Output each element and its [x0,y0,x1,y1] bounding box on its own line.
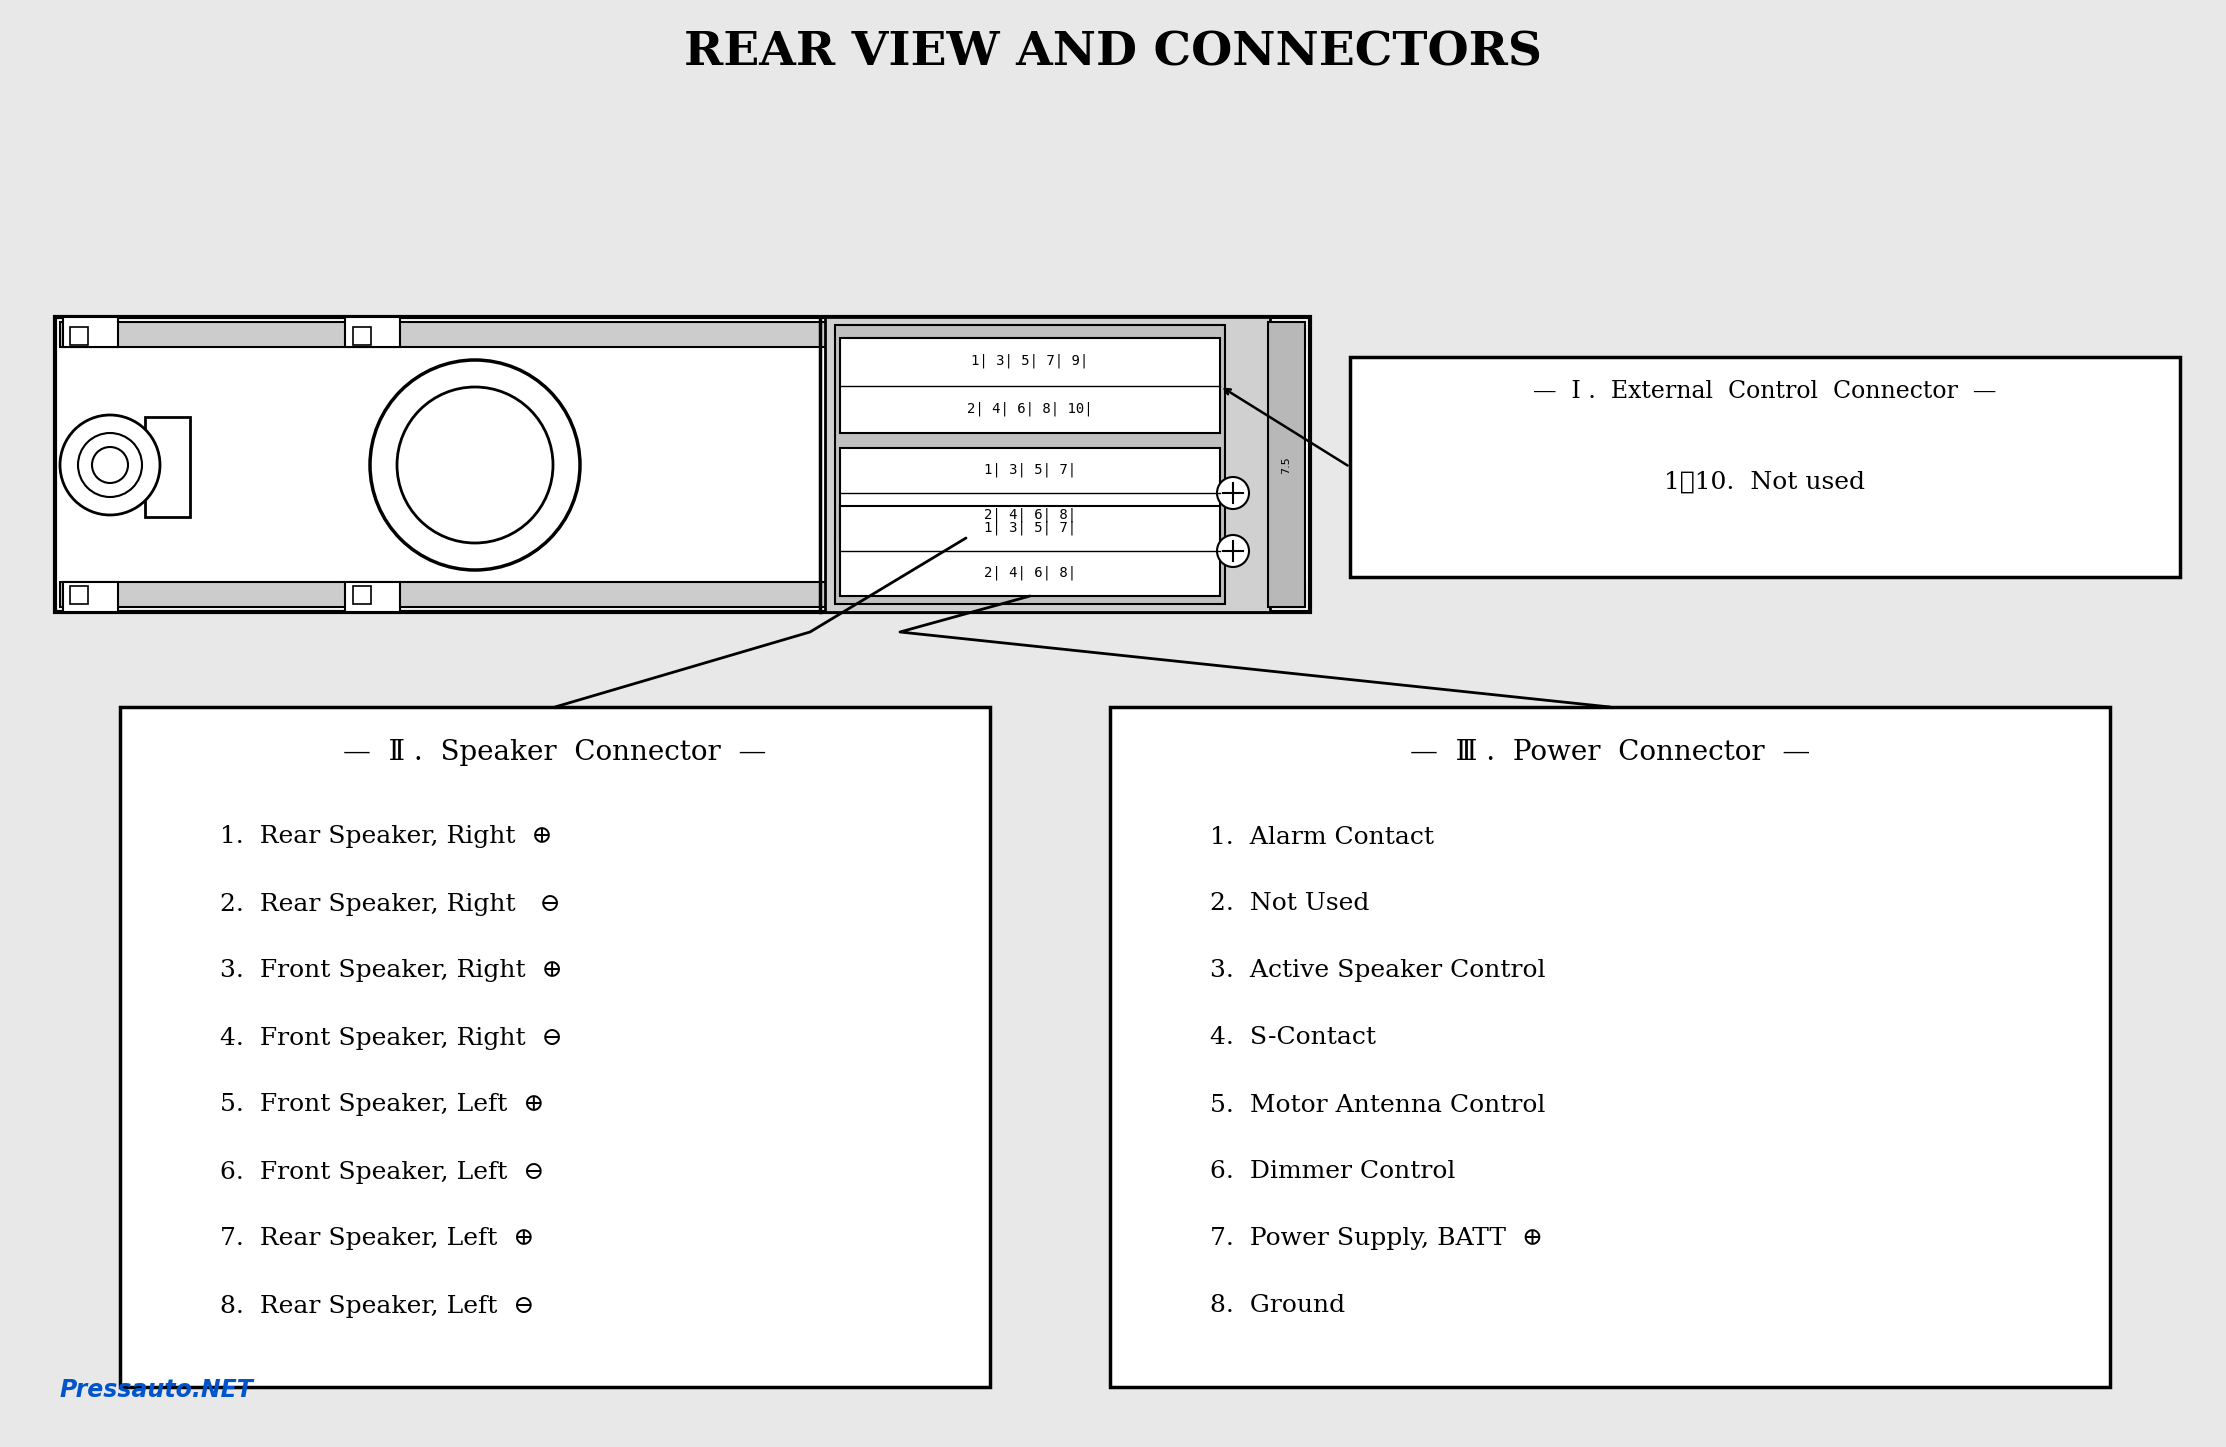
Text: 7.5: 7.5 [1280,456,1291,473]
Text: 3.  Active Speaker Control: 3. Active Speaker Control [1211,959,1545,983]
Circle shape [78,433,142,496]
Circle shape [1218,478,1249,509]
Bar [354,586,372,603]
Bar [835,326,1224,603]
Bar [839,449,1220,538]
Bar [56,317,1309,612]
Bar [1349,357,2179,577]
Circle shape [370,360,581,570]
Bar [839,339,1220,433]
Circle shape [91,447,129,483]
Text: 2| 4| 6| 8|: 2| 4| 6| 8| [984,508,1075,522]
Text: 2.  Rear Speaker, Right   ⊖: 2. Rear Speaker, Right ⊖ [220,893,561,916]
Text: 4.  S-Contact: 4. S-Contact [1211,1026,1376,1049]
Circle shape [1218,535,1249,567]
Text: 2| 4| 6| 8|: 2| 4| 6| 8| [984,566,1075,580]
Bar [60,323,1304,347]
Text: 1～10.  Not used: 1～10. Not used [1665,470,1865,493]
Text: 7.  Power Supply, BATT  ⊕: 7. Power Supply, BATT ⊕ [1211,1227,1543,1250]
Text: 1.  Alarm Contact: 1. Alarm Contact [1211,825,1434,848]
Text: 5.  Front Speaker, Left  ⊕: 5. Front Speaker, Left ⊕ [220,1094,545,1117]
Bar [826,317,1271,612]
Text: 8.  Ground: 8. Ground [1211,1295,1345,1318]
Text: 8.  Rear Speaker, Left  ⊖: 8. Rear Speaker, Left ⊖ [220,1295,534,1318]
Text: 4.  Front Speaker, Right  ⊖: 4. Front Speaker, Right ⊖ [220,1026,563,1049]
Text: 2.  Not Used: 2. Not Used [1211,893,1369,916]
Text: REAR VIEW AND CONNECTORS: REAR VIEW AND CONNECTORS [683,30,1543,77]
Text: 6.  Front Speaker, Left  ⊖: 6. Front Speaker, Left ⊖ [220,1160,545,1184]
Text: 1.  Rear Speaker, Right  ⊕: 1. Rear Speaker, Right ⊕ [220,825,552,848]
Text: 1| 3| 5| 7| 9|: 1| 3| 5| 7| 9| [971,353,1089,368]
Bar [145,417,189,517]
Bar [1111,708,2110,1388]
Text: Pressauto.NET: Pressauto.NET [60,1378,254,1402]
Text: 3.  Front Speaker, Right  ⊕: 3. Front Speaker, Right ⊕ [220,959,563,983]
Text: 2| 4| 6| 8| 10|: 2| 4| 6| 8| 10| [966,401,1093,415]
Text: 6.  Dimmer Control: 6. Dimmer Control [1211,1160,1456,1184]
Bar [1269,323,1304,606]
Bar [345,582,401,612]
Text: —  I .  External  Control  Connector  —: — I . External Control Connector — [1534,381,1997,404]
Bar [69,586,89,603]
Text: —  Ⅲ .  Power  Connector  —: — Ⅲ . Power Connector — [1409,738,1810,765]
Bar [69,327,89,344]
Circle shape [396,386,552,543]
Text: 1| 3| 5| 7|: 1| 3| 5| 7| [984,463,1075,478]
Text: 1| 3| 5| 7|: 1| 3| 5| 7| [984,521,1075,535]
Bar [120,708,991,1388]
Circle shape [60,415,160,515]
Bar [839,506,1220,596]
Text: —  Ⅱ .  Speaker  Connector  —: — Ⅱ . Speaker Connector — [343,738,766,765]
Text: 5.  Motor Antenna Control: 5. Motor Antenna Control [1211,1094,1545,1117]
Bar [62,582,118,612]
Bar [60,582,1304,606]
Text: 7.  Rear Speaker, Left  ⊕: 7. Rear Speaker, Left ⊕ [220,1227,534,1250]
Bar [354,327,372,344]
Bar [345,317,401,347]
Bar [62,317,118,347]
